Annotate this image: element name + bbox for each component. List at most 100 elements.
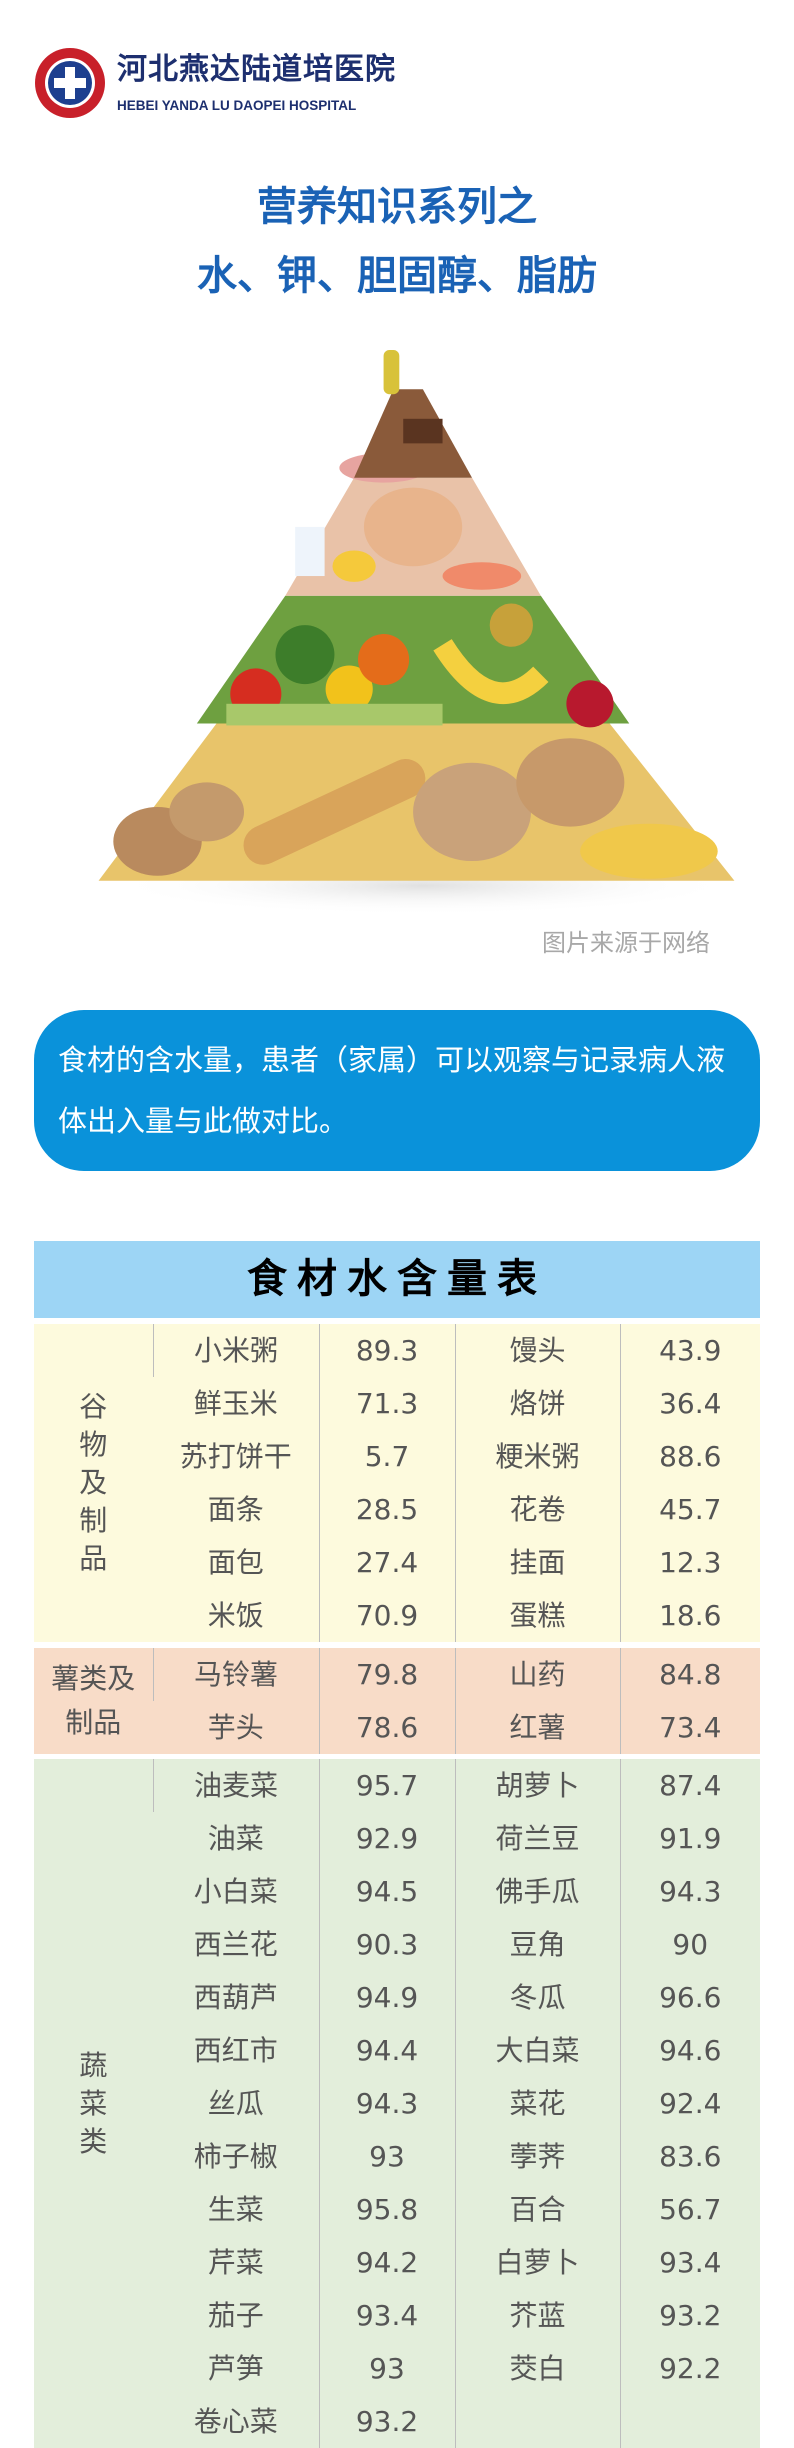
water-value-cell: 93.4 [619, 2236, 760, 2289]
food-name-cell: 荸荠 [454, 2130, 620, 2183]
food-name-cell: 芦笋 [153, 2342, 319, 2395]
category-cell: 薯类及制品 [34, 1648, 153, 1754]
hospital-name-en: HEBEI YANDA LU DAOPEI HOSPITAL [117, 98, 357, 113]
food-name-cell: 胡萝卜 [454, 1759, 620, 1812]
water-value-cell: 36.4 [619, 1377, 760, 1430]
food-name-cell: 油菜 [153, 1812, 319, 1865]
food-name-cell: 丝瓜 [153, 2077, 319, 2130]
page-title-line2: 水、钾、胆固醇、脂肪 [197, 253, 597, 299]
food-name-cell: 花卷 [454, 1483, 620, 1536]
food-name-cell: 小白菜 [153, 1865, 319, 1918]
category-label: 薯类及制品 [51, 1662, 136, 1739]
water-value-cell: 12.3 [619, 1536, 760, 1589]
table-row: 面条 28.5 花卷 45.7 [34, 1483, 760, 1536]
food-name-cell: 芹菜 [153, 2236, 319, 2289]
water-value-cell: 92.2 [619, 2342, 760, 2395]
info-note-text: 食材的含水量，患者（家属）可以观察与记录病人液体出入量与此做对比。 [58, 1043, 726, 1138]
food-name-cell: 马铃薯 [152, 1648, 319, 1701]
table-row: 谷物及制品 小米粥 89.3 馒头 43.9 [34, 1324, 760, 1642]
table-row: 蔬菜类 油麦菜 95.7 胡萝卜 87.4 [34, 1759, 760, 2448]
food-name-cell: 佛手瓜 [454, 1865, 620, 1918]
food-name-cell: 米饭 [153, 1589, 319, 1642]
table-row: 生菜 95.8 百合 56.7 [34, 2183, 760, 2236]
table-row: 苏打饼干 5.7 粳米粥 88.6 [34, 1430, 760, 1483]
food-name-cell: 西红市 [153, 2024, 319, 2077]
food-name-cell: 柿子椒 [153, 2130, 319, 2183]
food-name-cell [454, 2395, 620, 2448]
food-name-cell: 馒头 [454, 1324, 620, 1377]
water-value-cell: 73.4 [619, 1701, 760, 1754]
water-value-cell: 94.2 [318, 2236, 455, 2289]
section-tubers: 薯类及制品 马铃薯 79.8 山药 84.8 芋头 78.6 红薯 73.4 [34, 1648, 760, 1754]
food-name-cell: 小米粥 [152, 1324, 319, 1377]
food-name-cell: 卷心菜 [153, 2395, 319, 2448]
water-value-cell: 56.7 [619, 2183, 760, 2236]
water-value-cell: 27.4 [318, 1536, 455, 1589]
category-label: 谷物及制品 [79, 1390, 108, 1575]
water-value-cell: 92.9 [318, 1812, 455, 1865]
table-row: 米饭 70.9 蛋糕 18.6 [34, 1589, 760, 1642]
water-value-cell: 95.8 [318, 2183, 455, 2236]
table-row: 油菜 92.9 荷兰豆 91.9 [34, 1812, 760, 1865]
water-value-cell: 70.9 [318, 1589, 455, 1642]
water-value-cell: 93.2 [619, 2289, 760, 2342]
hospital-logo-icon [35, 48, 105, 118]
food-name-cell: 大白菜 [454, 2024, 620, 2077]
water-value-cell: 94.9 [318, 1971, 455, 2024]
water-value-cell: 83.6 [619, 2130, 760, 2183]
food-name-cell: 白萝卜 [454, 2236, 620, 2289]
water-value-cell: 94.3 [619, 1865, 760, 1918]
table-row: 西红市 94.4 大白菜 94.6 [34, 2024, 760, 2077]
water-value-cell [619, 2395, 760, 2448]
table-row: 芋头 78.6 红薯 73.4 [34, 1701, 760, 1754]
water-value-cell: 5.7 [318, 1430, 455, 1483]
section-grains: 谷物及制品 小米粥 89.3 馒头 43.9 鲜玉米 71.3 烙饼 36.4 苏打饼干 5.7 粳米… [34, 1324, 760, 1642]
food-name-cell: 挂面 [454, 1536, 620, 1589]
water-value-cell: 93 [318, 2342, 455, 2395]
food-name-cell: 粳米粥 [454, 1430, 620, 1483]
water-value-cell: 28.5 [318, 1483, 455, 1536]
water-value-cell: 79.8 [318, 1648, 455, 1701]
water-value-cell: 92.4 [619, 2077, 760, 2130]
food-name-cell: 茄子 [153, 2289, 319, 2342]
table-row: 薯类及制品 马铃薯 79.8 山药 84.8 [34, 1648, 760, 1754]
water-value-cell: 94.3 [318, 2077, 455, 2130]
water-value-cell: 94.4 [318, 2024, 455, 2077]
food-name-cell: 豆角 [454, 1918, 620, 1971]
water-value-cell: 84.8 [619, 1648, 760, 1701]
table-row: 卷心菜 93.2 [34, 2395, 760, 2448]
image-caption: 图片来源于网络 [542, 929, 710, 957]
food-name-cell: 蛋糕 [454, 1589, 620, 1642]
category-label: 蔬菜类 [79, 2048, 108, 2158]
food-name-cell: 冬瓜 [454, 1971, 620, 2024]
water-value-cell: 93.2 [318, 2395, 455, 2448]
water-value-cell: 71.3 [318, 1377, 455, 1430]
food-name-cell: 荷兰豆 [454, 1812, 620, 1865]
food-name-cell: 百合 [454, 2183, 620, 2236]
water-value-cell: 93 [318, 2130, 455, 2183]
water-value-cell: 94.5 [318, 1865, 455, 1918]
food-name-cell: 面包 [153, 1536, 319, 1589]
table-row: 鲜玉米 71.3 烙饼 36.4 [34, 1377, 760, 1430]
water-value-cell: 43.9 [619, 1324, 760, 1377]
table-row: 芹菜 94.2 白萝卜 93.4 [34, 2236, 760, 2289]
food-name-cell: 生菜 [153, 2183, 319, 2236]
water-value-cell: 90.3 [318, 1918, 455, 1971]
water-value-cell: 78.6 [318, 1701, 455, 1754]
food-name-cell: 芥蓝 [454, 2289, 620, 2342]
water-value-cell: 89.3 [318, 1324, 455, 1377]
food-name-cell: 西葫芦 [153, 1971, 319, 2024]
water-value-cell: 87.4 [619, 1759, 760, 1812]
hospital-name-cn: 河北燕达陆道培医院 [117, 52, 396, 87]
water-value-cell: 88.6 [619, 1430, 760, 1483]
section-vegetables: 蔬菜类 油麦菜 95.7 胡萝卜 87.4 油菜 92.9 荷兰豆 91.9 小白菜 94.5 佛手瓜… [34, 1759, 760, 2448]
table-row: 茄子 93.4 芥蓝 93.2 [34, 2289, 760, 2342]
water-value-cell: 95.7 [318, 1759, 455, 1812]
info-note-box: 食材的含水量，患者（家属）可以观察与记录病人液体出入量与此做对比。 [34, 1010, 760, 1171]
food-name-cell: 油麦菜 [152, 1759, 319, 1812]
page-title-line1: 营养知识系列之 [257, 184, 537, 230]
food-name-cell: 鲜玉米 [153, 1377, 319, 1430]
category-cell: 蔬菜类 [34, 1759, 153, 2448]
water-value-cell: 94.6 [619, 2024, 760, 2077]
food-name-cell: 西兰花 [153, 1918, 319, 1971]
